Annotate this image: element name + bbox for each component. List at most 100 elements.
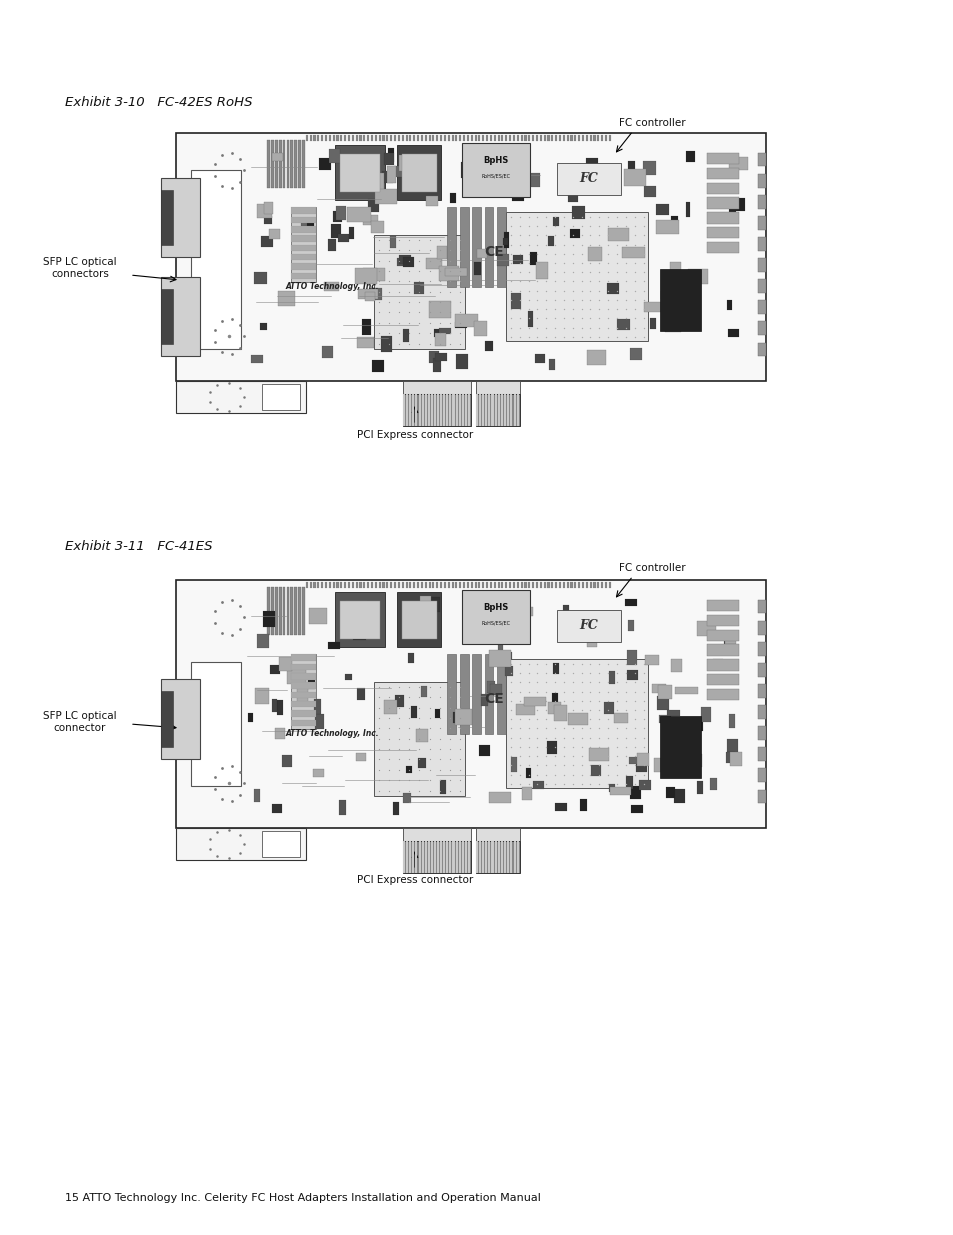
Bar [486,682,495,693]
Bar [500,841,502,873]
Text: PCI Express connector: PCI Express connector [356,430,473,440]
Text: Exhibit 3-11   FC-41ES: Exhibit 3-11 FC-41ES [65,540,213,552]
Bar [409,619,419,629]
Text: RoHS/ES/EC: RoHS/ES/EC [481,173,510,178]
Bar [439,582,441,588]
Bar [406,841,408,873]
Bar [758,663,765,677]
Bar [585,135,587,141]
Bar [517,582,518,588]
Bar [513,841,515,873]
Bar [393,802,398,815]
Bar [505,135,507,141]
Bar [476,394,477,426]
Bar [423,618,431,630]
Bar [426,604,437,611]
Bar [378,582,380,588]
Bar [603,701,614,714]
Bar [503,232,509,247]
Bar [655,220,678,235]
Bar [291,245,315,251]
Bar [494,135,496,141]
Bar [301,219,306,226]
Bar [406,767,412,773]
Bar [382,582,384,588]
Bar [260,236,273,247]
Bar [558,582,560,588]
Bar [497,253,508,267]
Bar [456,354,468,368]
Bar [340,582,342,588]
Bar [503,394,506,426]
Bar [329,149,339,163]
Bar [274,588,277,635]
Bar [511,293,520,309]
Bar [353,632,365,640]
Bar [409,582,411,588]
Bar [608,582,610,588]
Bar [566,135,568,141]
Bar [504,666,512,677]
Bar [290,588,293,635]
Bar [436,135,437,141]
Bar [517,841,518,873]
Bar [287,667,305,684]
Bar [459,655,468,734]
Bar [286,588,289,635]
Bar [455,582,457,588]
Bar [161,178,199,257]
Bar [461,590,530,645]
Bar [357,688,365,700]
Bar [428,135,430,141]
Bar [336,135,338,141]
Bar [515,608,533,616]
Bar [378,135,380,141]
Bar [433,358,441,372]
Bar [336,582,338,588]
Bar [500,394,502,426]
Bar [513,394,515,426]
Bar [643,303,662,312]
Bar [431,394,433,426]
Bar [494,841,497,873]
Bar [525,768,531,778]
Bar [691,277,696,284]
Bar [497,582,499,588]
Bar [264,203,273,215]
Bar [477,135,480,141]
Bar [517,135,518,141]
Bar [464,394,466,426]
Bar [282,588,285,635]
Bar [478,745,490,756]
Bar [371,135,373,141]
Bar [488,394,490,426]
Bar [613,713,628,724]
Bar [161,277,199,356]
Bar [456,394,457,426]
Bar [464,841,466,873]
Bar [363,582,365,588]
Bar [547,701,561,714]
Bar [419,595,431,611]
Bar [291,720,315,726]
Bar [436,582,437,588]
Bar [291,673,315,679]
Bar [476,394,519,426]
Bar [724,636,736,643]
Bar [416,730,427,742]
Bar [375,582,376,588]
Bar [348,227,354,240]
Bar [374,235,465,348]
Bar [344,135,346,141]
Bar [407,653,414,663]
Bar [758,621,765,635]
Bar [513,582,515,588]
Bar [569,228,579,238]
Bar [481,135,484,141]
Bar [161,189,172,245]
Bar [608,671,615,684]
Bar [491,841,493,873]
Bar [481,394,483,426]
Bar [586,636,597,647]
Bar [758,789,765,803]
